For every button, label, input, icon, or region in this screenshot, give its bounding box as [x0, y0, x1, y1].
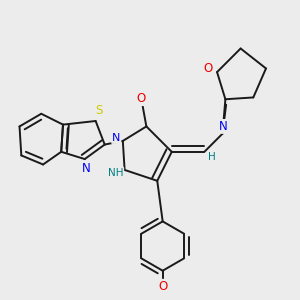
Text: N: N — [112, 133, 121, 143]
Text: NH: NH — [108, 168, 123, 178]
Text: O: O — [203, 62, 213, 75]
Text: S: S — [96, 104, 103, 117]
Text: O: O — [136, 92, 146, 105]
Text: N: N — [219, 120, 228, 133]
Text: H: H — [208, 152, 215, 162]
Text: N: N — [82, 162, 91, 175]
Text: O: O — [158, 280, 167, 293]
